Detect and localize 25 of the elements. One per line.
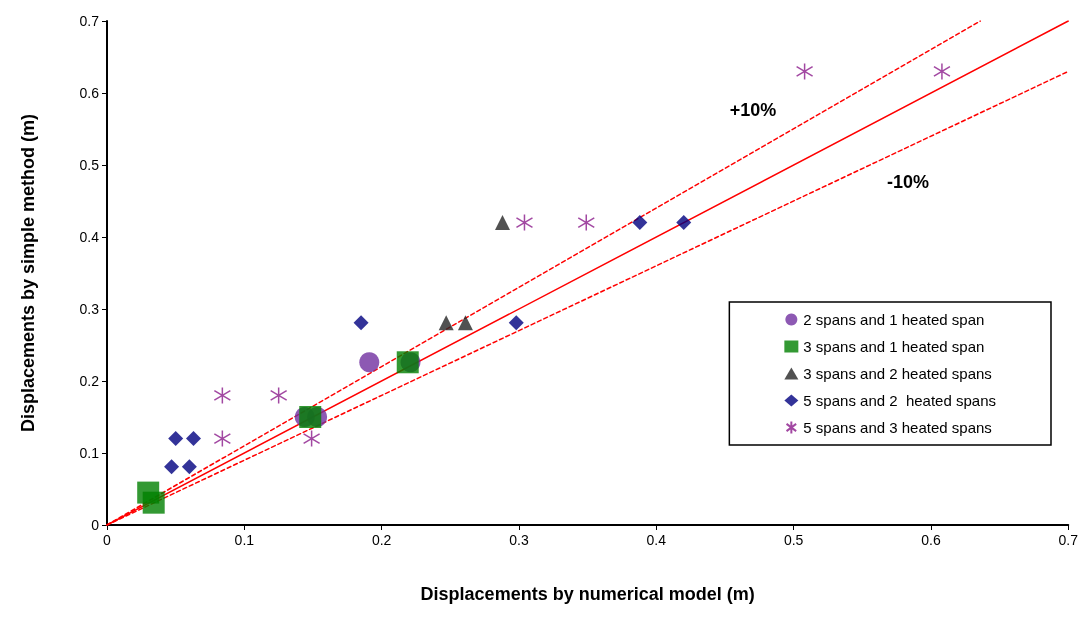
x-tick-label: 0 <box>103 532 112 548</box>
y-tick-label: 0.6 <box>79 85 100 101</box>
legend-label: 5 spans and 3 heated spans <box>803 419 992 436</box>
y-tick-label: 0.5 <box>79 157 100 173</box>
x-tick-label: 0.5 <box>783 532 804 548</box>
legend-label: 3 spans and 1 heated span <box>803 338 985 355</box>
y-tick-label: 0.7 <box>79 13 100 29</box>
y-axis-title: Displacements by simple method (m) <box>18 113 38 433</box>
x-tick-label: 0.6 <box>921 532 941 548</box>
x-tick-label: 0.3 <box>509 532 529 548</box>
x-tick-label: 0.4 <box>646 532 667 548</box>
x-tick-label: 0.7 <box>1058 532 1079 548</box>
y-tick-label: 0.1 <box>79 445 100 461</box>
y-tick-label: 0.2 <box>79 373 100 389</box>
x-axis-title: Displacements by numerical model (m) <box>420 584 755 604</box>
y-tick-label: 0.3 <box>79 301 100 317</box>
x-tick-label: 0.1 <box>234 532 255 548</box>
annotation: -10% <box>886 172 930 192</box>
annotation: +10% <box>729 100 777 120</box>
legend-label: 2 spans and 1 heated span <box>803 311 985 328</box>
y-tick-label: 0.4 <box>79 229 100 245</box>
x-tick-label: 0.2 <box>371 532 392 548</box>
legend-label: 5 spans and 2 heated spans <box>803 392 997 409</box>
legend-label: 3 spans and 2 heated spans <box>803 365 992 382</box>
y-tick-label: 0 <box>91 517 100 533</box>
